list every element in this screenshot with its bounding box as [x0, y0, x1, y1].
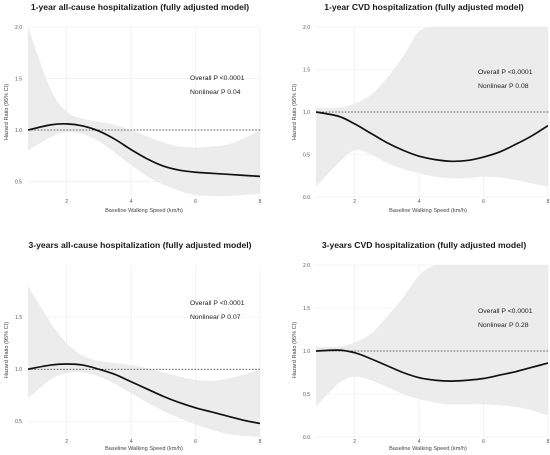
y-tick-label: 1.0 — [303, 349, 310, 355]
overall-p-annotation: Overall P <0.0001 — [478, 69, 533, 76]
panel-title: 1-year all-cause hospitalization (fully … — [31, 2, 249, 12]
nonlinear-p-annotation: Nonlinear P 0.04 — [190, 89, 241, 96]
x-tick-label: 6 — [482, 199, 485, 205]
x-tick-label: 4 — [418, 199, 421, 205]
y-tick-label: 1.5 — [303, 67, 310, 73]
nonlinear-p-annotation: Nonlinear P 0.08 — [478, 83, 529, 90]
panel-3: 3-years all-cause hospitalization (fully… — [4, 240, 262, 452]
x-tick-label: 8 — [259, 439, 262, 445]
hazard-ratio-curve — [316, 349, 548, 382]
confidence-band — [28, 285, 260, 437]
y-tick-label: 1.5 — [303, 306, 310, 312]
panel-2: 1-year CVD hospitalization (fully adjust… — [292, 2, 550, 214]
y-tick-label: 1.5 — [15, 76, 22, 82]
confidence-band — [316, 27, 548, 187]
x-tick-label: 6 — [482, 439, 485, 445]
y-axis-label: Hazard Ratio (95% CI) — [4, 84, 10, 140]
panel-title: 1-year CVD hospitalization (fully adjust… — [324, 2, 524, 12]
x-tick-label: 2 — [353, 199, 356, 205]
y-tick-label: 1.0 — [15, 367, 22, 373]
hazard-ratio-curve — [28, 363, 260, 425]
overall-p-annotation: Overall P <0.0001 — [190, 75, 245, 82]
y-tick-label: 0.5 — [15, 419, 22, 425]
x-tick-label: 2 — [65, 439, 68, 445]
y-tick-label: 0.5 — [15, 179, 22, 185]
nonlinear-p-annotation: Nonlinear P 0.07 — [190, 314, 241, 321]
hazard-ratio-curve — [316, 111, 548, 163]
panel-title: 3-years all-cause hospitalization (fully… — [28, 240, 251, 250]
x-tick-label: 6 — [194, 439, 197, 445]
x-axis-label: Baseline Walking Speed (km/h) — [389, 446, 467, 452]
overall-p-annotation: Overall P <0.0001 — [478, 308, 533, 315]
x-axis-label: Baseline Walking Speed (km/h) — [105, 208, 183, 214]
overall-p-annotation: Overall P <0.0001 — [190, 300, 245, 307]
y-tick-label: 0.0 — [303, 195, 310, 201]
x-tick-label: 6 — [194, 199, 197, 205]
y-tick-label: 0.5 — [303, 152, 310, 158]
x-tick-label: 4 — [130, 199, 133, 205]
y-tick-label: 0.5 — [303, 392, 310, 398]
confidence-band — [28, 27, 260, 197]
y-tick-label: 1.0 — [303, 110, 310, 116]
x-tick-label: 2 — [65, 199, 68, 205]
x-tick-label: 4 — [418, 439, 421, 445]
x-tick-label: 8 — [547, 439, 550, 445]
x-tick-label: 4 — [130, 439, 133, 445]
y-tick-label: 2.0 — [15, 25, 22, 31]
confidence-band — [316, 265, 548, 416]
y-tick-label: 1.5 — [15, 315, 22, 321]
panel-4: 3-years CVD hospitalization (fully adjus… — [292, 240, 550, 452]
y-tick-label: 2.0 — [303, 263, 310, 269]
y-axis-label: Hazard Ratio (95% CI) — [292, 322, 298, 378]
panel-title: 3-years CVD hospitalization (fully adjus… — [322, 240, 527, 250]
hazard-ratio-curve — [28, 122, 260, 178]
x-axis-label: Baseline Walking Speed (km/h) — [389, 208, 467, 214]
y-tick-label: 1.0 — [15, 128, 22, 134]
x-tick-label: 8 — [547, 199, 550, 205]
nonlinear-p-annotation: Nonlinear P 0.28 — [478, 322, 529, 329]
panel-1: 1-year all-cause hospitalization (fully … — [4, 2, 262, 214]
y-axis-label: Hazard Ratio (95% CI) — [4, 322, 10, 378]
x-tick-label: 2 — [353, 439, 356, 445]
y-axis-label: Hazard Ratio (95% CI) — [292, 84, 298, 140]
y-tick-label: 2.0 — [303, 25, 310, 31]
x-axis-label: Baseline Walking Speed (km/h) — [105, 446, 183, 452]
x-tick-label: 8 — [259, 199, 262, 205]
y-tick-label: 0.0 — [303, 435, 310, 441]
